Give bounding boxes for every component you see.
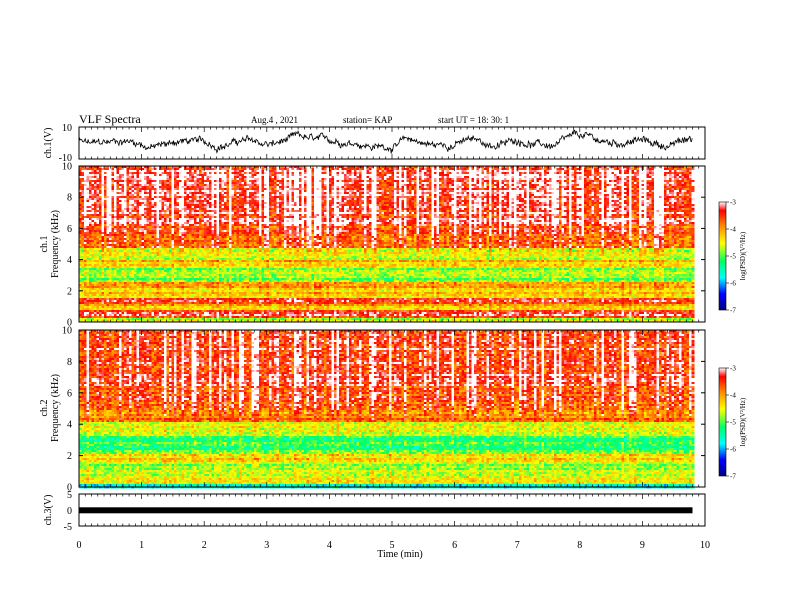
panel-waveform-ch1: 10 -10 ch.1(V) bbox=[43, 123, 706, 164]
ch3-waveform-ylabel: ch.3(V) bbox=[43, 495, 54, 526]
x-tick-label: 4 bbox=[327, 540, 332, 551]
panel-waveform-ch3: 5 0 -5 ch.3(V) bbox=[43, 490, 706, 533]
spec2-ytick-label: 2 bbox=[67, 451, 72, 462]
time-axis-label: Time (min) bbox=[377, 549, 422, 560]
x-tick-label: 10 bbox=[700, 540, 710, 551]
colorbar-tick-label: -7 bbox=[730, 307, 736, 315]
colorbar-tick-label: -6 bbox=[730, 280, 736, 288]
colorbar-gradient bbox=[718, 201, 727, 311]
x-tick-label: 7 bbox=[515, 540, 520, 551]
spec1-ytick-label: 2 bbox=[67, 286, 72, 297]
spec1-ytick-label: 4 bbox=[67, 255, 72, 266]
spec2-ytick-label: 4 bbox=[67, 420, 72, 431]
ch2-spectrogram-ylabel-channel: ch.2 bbox=[39, 400, 50, 417]
panel-spectrogram-ch2: 0 2 4 6 8 10 ch.2 Frequency (kHz) bbox=[39, 326, 706, 494]
waveform-ch3-trace bbox=[79, 507, 693, 514]
colorbar-tick-label: -5 bbox=[730, 253, 736, 261]
x-tick-label: 8 bbox=[577, 540, 582, 551]
ch3-ytick-bottom: -5 bbox=[64, 522, 72, 533]
x-tick-label: 2 bbox=[202, 540, 207, 551]
spec1-ytick-label: 10 bbox=[62, 162, 72, 173]
spec2-ytick-label: 10 bbox=[62, 326, 72, 337]
colorbar-tick-label: -3 bbox=[730, 365, 736, 373]
spec1-ytick-label: 8 bbox=[67, 193, 72, 204]
ch1-spectrogram-ylabel-channel: ch.1 bbox=[39, 236, 50, 253]
colorbar-gradient bbox=[718, 367, 727, 477]
spectrogram-ch2-image bbox=[79, 330, 695, 489]
spec1-ytick-label: 6 bbox=[67, 224, 72, 235]
spec2-ytick-label: 0 bbox=[67, 483, 72, 494]
ch1-waveform-ylabel: ch.1(V) bbox=[43, 128, 54, 159]
ch1-spectrogram-ylabel-frequency: Frequency (kHz) bbox=[50, 210, 61, 278]
x-tick-label: 5 bbox=[390, 540, 395, 551]
figure-title: VLF Spectra bbox=[79, 112, 141, 126]
ch1-ytick-top: 10 bbox=[62, 123, 72, 134]
colorbar-tick-label: -6 bbox=[730, 446, 736, 454]
ch1-ytick-bottom: -10 bbox=[59, 153, 72, 164]
waveform-ch1-trace bbox=[78, 129, 693, 154]
station-label: station= KAP bbox=[343, 115, 392, 125]
spec2-ytick-label: 8 bbox=[67, 357, 72, 368]
spec2-ytick-label: 6 bbox=[67, 388, 72, 399]
panel-spectrogram-ch1: 0 2 4 6 8 10 ch.1 Frequency (kHz) bbox=[39, 162, 706, 329]
x-tick-label: 3 bbox=[264, 540, 269, 551]
colorbar-tick-label: -4 bbox=[730, 392, 736, 400]
spectrogram-ch1-image bbox=[79, 166, 695, 323]
colorbar-label: log(PSD)(V²/Hz) bbox=[739, 397, 747, 446]
x-tick-label: 0 bbox=[77, 540, 82, 551]
ch2-spectrogram-ylabel-frequency: Frequency (kHz) bbox=[50, 374, 61, 442]
colorbar-tick-label: -7 bbox=[730, 473, 736, 481]
colorbar-tick-label: -5 bbox=[730, 419, 736, 427]
colorbar-ch1: -3 -4 -5 -6 -7 log(PSD)(V²/Hz) bbox=[718, 199, 747, 315]
colorbar-label: log(PSD)(V²/Hz) bbox=[739, 231, 747, 280]
ch3-ytick-top: 5 bbox=[67, 490, 72, 501]
colorbar-tick-label: -4 bbox=[730, 226, 736, 234]
x-tick-label: 1 bbox=[139, 540, 144, 551]
colorbar-ch2: -3 -4 -5 -6 -7 log(PSD)(V²/Hz) bbox=[718, 365, 747, 481]
start-time-label: start UT = 18: 30: 1 bbox=[438, 115, 509, 125]
date-label: Aug.4 , 2021 bbox=[251, 115, 298, 125]
spec1-ytick-label: 0 bbox=[67, 318, 72, 329]
x-tick-label: 6 bbox=[452, 540, 457, 551]
ch3-ytick-mid: 0 bbox=[67, 506, 72, 517]
time-axis: 0 1 2 3 4 5 6 7 8 9 10 bbox=[77, 127, 710, 551]
colorbar-tick-label: -3 bbox=[730, 199, 736, 207]
x-tick-label: 9 bbox=[640, 540, 645, 551]
